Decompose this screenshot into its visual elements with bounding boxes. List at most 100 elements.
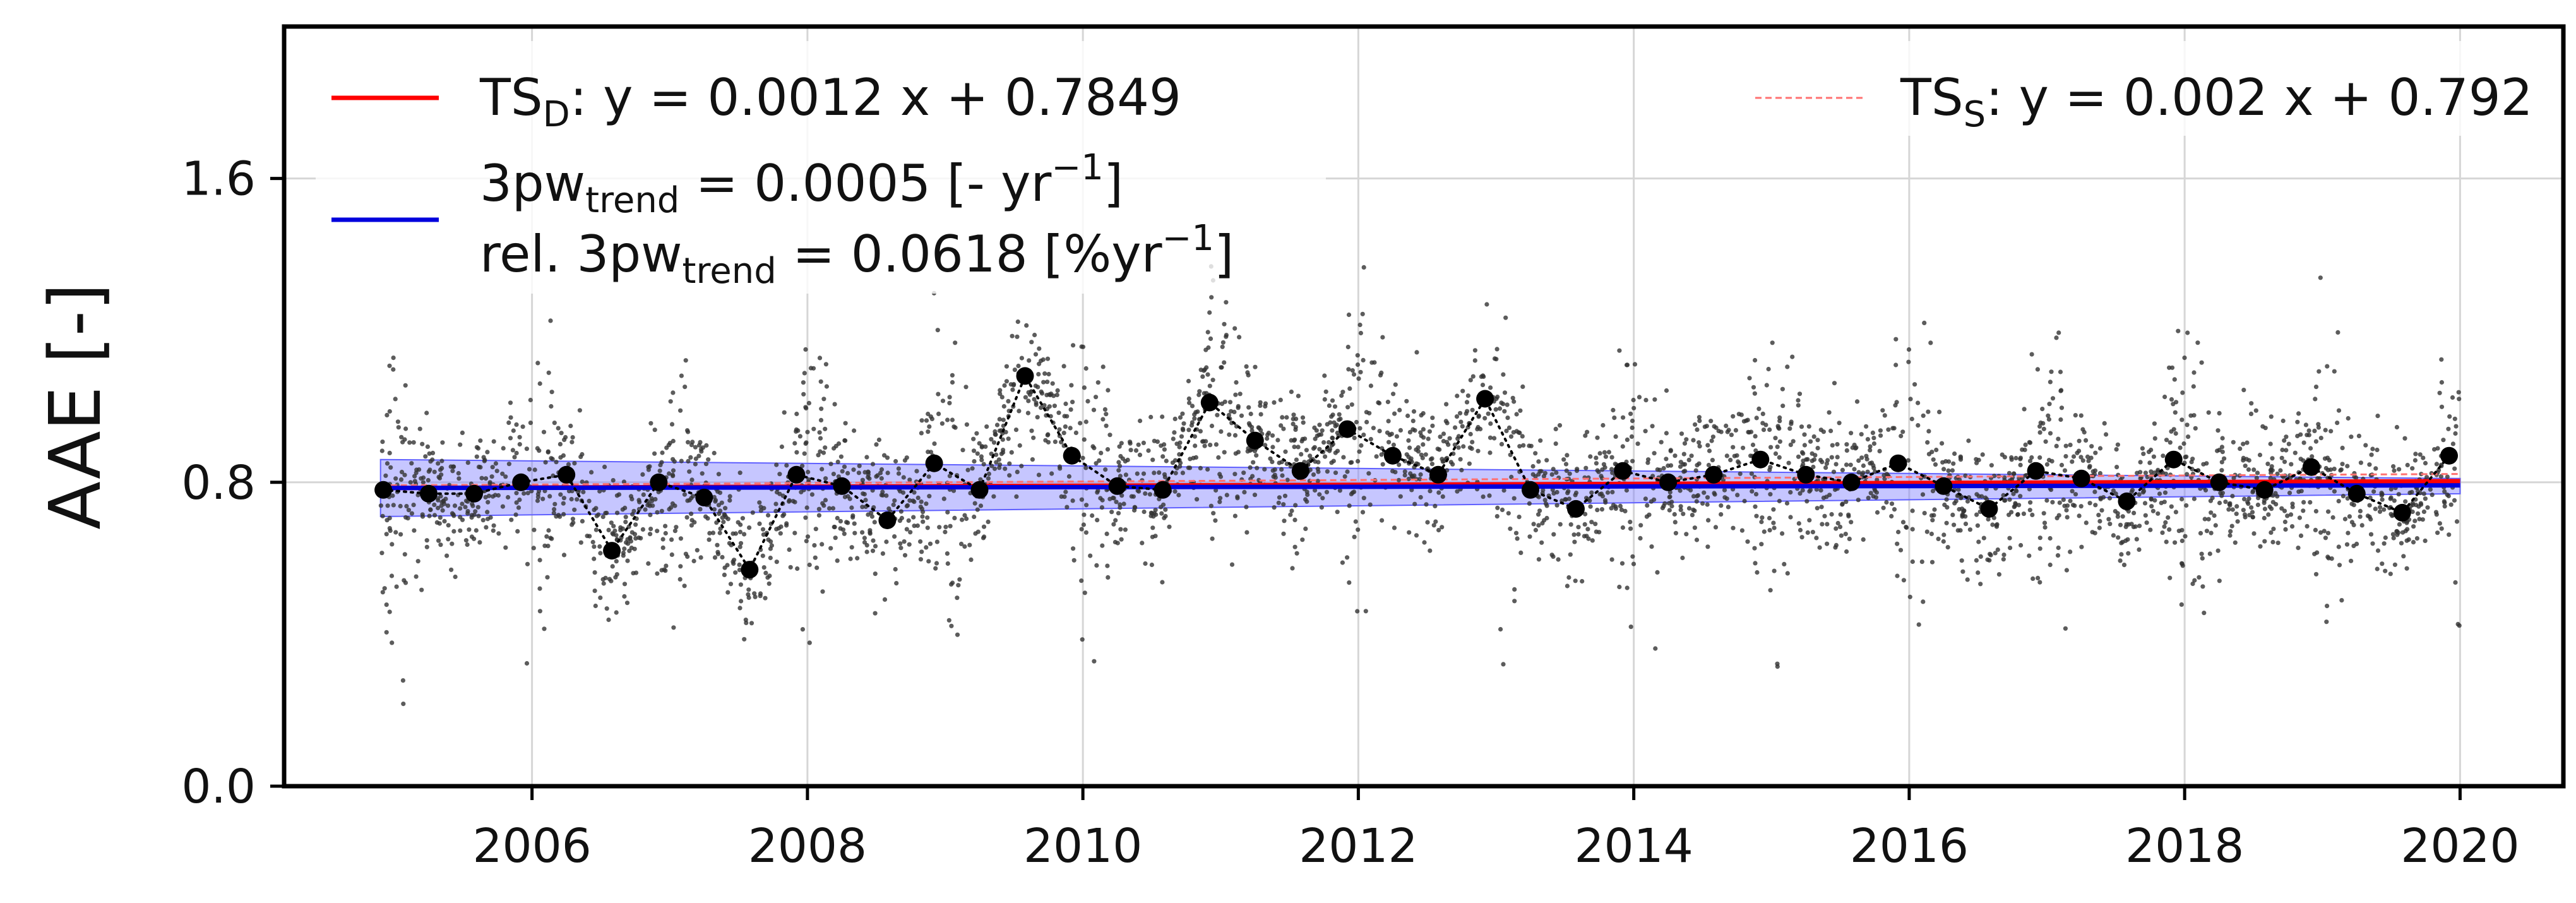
daily-point	[1405, 413, 1410, 419]
daily-point	[2027, 508, 2032, 513]
daily-point	[2279, 455, 2284, 460]
daily-point	[2018, 542, 2024, 548]
daily-point	[1800, 487, 1805, 493]
daily-point	[1317, 492, 1322, 497]
daily-point	[828, 546, 833, 551]
daily-point	[1583, 433, 1588, 438]
daily-point	[1340, 390, 1345, 395]
daily-point	[451, 464, 456, 469]
daily-point	[2011, 491, 2016, 496]
monthly-point	[650, 473, 668, 491]
daily-point	[1323, 389, 1328, 394]
daily-point	[2149, 469, 2154, 474]
daily-point	[514, 422, 519, 428]
daily-point	[1213, 518, 1218, 523]
daily-point	[2219, 460, 2224, 465]
daily-point	[1385, 430, 1390, 435]
daily-point	[1777, 498, 1782, 504]
daily-point	[896, 471, 902, 476]
daily-point	[1282, 518, 1287, 523]
daily-point	[525, 561, 530, 566]
daily-point	[1304, 448, 1309, 453]
daily-point	[1874, 490, 1879, 495]
daily-point	[1763, 422, 1768, 428]
daily-point	[420, 512, 425, 517]
daily-point	[1925, 440, 1930, 445]
daily-point	[991, 440, 997, 445]
daily-point	[2383, 535, 2388, 541]
monthly-point	[1889, 454, 1907, 472]
daily-point	[1289, 389, 1294, 395]
daily-point	[2382, 507, 2387, 512]
daily-point	[905, 503, 910, 508]
daily-point	[864, 455, 869, 460]
monthly-point	[787, 465, 806, 484]
daily-point	[1594, 529, 1599, 534]
daily-point	[1861, 537, 1866, 542]
daily-point	[1464, 411, 1469, 416]
daily-point	[2322, 529, 2327, 534]
daily-point	[1280, 415, 1285, 420]
daily-point	[1209, 295, 1214, 300]
daily-point	[1901, 578, 1906, 583]
daily-point	[1116, 511, 1121, 516]
daily-point	[1731, 445, 1736, 450]
daily-point	[1609, 455, 1614, 460]
daily-point	[2059, 405, 2065, 410]
daily-point	[2063, 454, 2068, 459]
daily-point	[885, 455, 890, 460]
daily-point	[1871, 436, 1876, 441]
daily-point	[2312, 551, 2317, 556]
daily-point	[2313, 385, 2319, 390]
daily-point	[1355, 362, 1361, 368]
daily-point	[1481, 494, 1486, 499]
daily-point	[1889, 501, 1895, 506]
daily-point	[1162, 515, 1167, 520]
daily-point	[1770, 340, 1775, 345]
daily-point	[1227, 432, 1232, 437]
daily-point	[572, 507, 577, 512]
daily-point	[2349, 434, 2354, 440]
daily-point	[1278, 397, 1283, 403]
daily-point	[1945, 545, 1950, 550]
daily-point	[2030, 576, 2036, 582]
daily-point	[1080, 637, 1085, 642]
daily-point	[1680, 555, 1685, 561]
daily-point	[2325, 467, 2330, 472]
daily-point	[1068, 407, 1073, 412]
daily-point	[1566, 575, 1571, 580]
daily-point	[641, 492, 646, 498]
daily-point	[1045, 380, 1050, 385]
daily-point	[1573, 493, 1578, 498]
daily-point	[832, 402, 837, 407]
daily-point	[2179, 528, 2185, 533]
daily-point	[928, 414, 933, 419]
daily-point	[1180, 426, 1185, 431]
daily-point	[491, 523, 496, 528]
daily-point	[2388, 487, 2394, 492]
daily-point	[693, 456, 698, 462]
daily-point	[1436, 490, 1441, 495]
daily-point	[424, 544, 429, 549]
daily-point	[2346, 416, 2351, 421]
daily-point	[1433, 519, 1438, 524]
daily-point	[2180, 390, 2185, 395]
daily-point	[2001, 553, 2007, 558]
daily-point	[1208, 336, 1213, 342]
daily-point	[1393, 382, 1398, 387]
daily-point	[510, 448, 516, 453]
daily-point	[2226, 507, 2231, 512]
daily-point	[501, 446, 506, 451]
daily-point	[1220, 344, 1225, 349]
daily-point	[802, 371, 807, 376]
daily-point	[1061, 364, 1066, 369]
trend-lines-layer	[380, 473, 2460, 491]
daily-point	[1501, 372, 1506, 377]
daily-point	[1967, 527, 1972, 532]
daily-point	[1322, 373, 1327, 378]
daily-point	[1281, 426, 1286, 431]
daily-point	[1796, 403, 1801, 408]
daily-point	[508, 415, 513, 420]
daily-point	[1868, 444, 1873, 449]
daily-point	[1196, 392, 1202, 397]
